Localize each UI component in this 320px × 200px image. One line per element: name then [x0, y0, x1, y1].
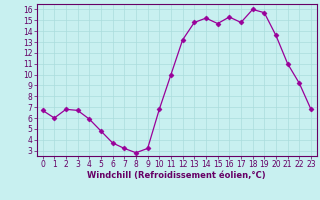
X-axis label: Windchill (Refroidissement éolien,°C): Windchill (Refroidissement éolien,°C): [87, 171, 266, 180]
